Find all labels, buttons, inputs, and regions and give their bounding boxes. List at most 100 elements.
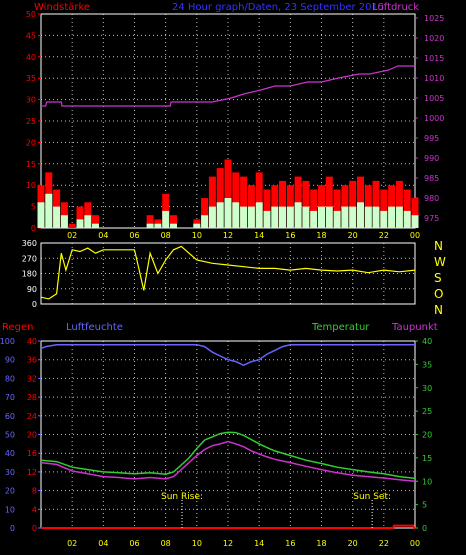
chart-title: 24 Hour graph/Daten, 23 September 2015 [172,2,384,13]
wind-avg-bar [333,210,341,228]
wind-gust-bar [240,176,248,228]
temperature-tick-label: 5 [422,501,427,510]
wind-tick-label: 50 [26,10,36,19]
climate-hour-label: 00 [410,539,420,548]
temperature-tick-label: 40 [422,337,432,346]
wind-avg-bar [240,206,248,228]
wind-gust-bar [380,189,388,228]
temperature-tick-label: 0 [422,524,427,533]
wind-avg-bar [294,202,302,228]
rain-tick-label: 4 [32,505,37,514]
wind-avg-bar [170,223,177,228]
direction-tick-label: 0 [32,300,37,309]
rain-tick-label: 24 [27,412,37,421]
wind-avg-bar [403,210,411,228]
wind-avg-bar [224,198,232,228]
wind-gust-bar [302,180,310,228]
dewpoint-axis-title: Taupunkt [391,322,438,333]
pressure-tick-label: 995 [424,134,439,143]
wind-avg-bar [76,219,84,228]
wind-avg-bar [37,202,45,228]
wind-avg-bar [193,223,201,228]
wind-avg-bar [318,206,325,228]
climate-hour-label: 02 [67,539,77,548]
wind-avg-bar [92,223,99,228]
wind-avg-bar [53,206,61,228]
wind-avg-bar [310,210,318,228]
wind-gust-bar [411,198,419,228]
wind-avg-bar [380,210,388,228]
humidity-tick-label: 80 [5,374,15,383]
rain-tick-label: 12 [27,468,37,477]
wind-tick-label: 25 [26,117,36,126]
pressure-line [41,65,415,107]
compass-letter-o: O [434,287,443,301]
rain-tick-label: 20 [27,431,37,440]
wind-avg-bar [201,215,209,228]
wind-gust-bar [325,176,333,228]
direction-tick-label: 90 [27,285,37,294]
humidity-tick-label: 0 [10,524,15,533]
pressure-tick-label: 1015 [424,54,444,63]
rain-tick-label: 0 [32,524,37,533]
wind-hour-label: 04 [98,231,108,240]
direction-tick-label: 270 [22,254,37,263]
temperature-tick-label: 30 [422,384,432,393]
wind-gust-bar [68,223,76,228]
humidity-tick-label: 60 [5,412,15,421]
direction-tick-label: 360 [22,239,37,248]
climate-hour-label: 04 [98,539,108,548]
wind-avg-bar [388,206,396,228]
compass-letter-w: W [434,255,446,269]
pressure-tick-label: 1020 [424,34,444,43]
compass-letter-n-top: N [434,239,443,253]
wind-gust-bar [84,202,92,228]
wind-tick-label: 35 [26,74,36,83]
pressure-tick-label: 975 [424,214,439,223]
sunset-label: Sun Set: [353,492,391,502]
direction-tick-label: 180 [22,270,37,279]
humidity-tick-label: 50 [5,431,15,440]
wind-gust-bar [310,189,318,228]
wind-avg-bar [286,206,294,228]
humidity-tick-label: 30 [5,468,15,477]
climate-hour-label: 20 [348,539,358,548]
series-layer [37,65,419,529]
climate-hour-label: 12 [223,539,233,548]
direction-letters: N W S O N [434,239,446,317]
temperature-tick-label: 25 [422,407,432,416]
rain-axis-title: Regen [2,322,34,333]
wind-avg-bar [364,206,372,228]
humidity-tick-label: 10 [5,505,15,514]
wind-avg-bar [263,210,271,228]
wind-tick-label: 10 [26,181,36,190]
wind-gust-bar [224,159,232,228]
wind-hour-label: 10 [192,231,202,240]
wind-avg-bar [60,215,68,228]
humidity-tick-label: 40 [5,449,15,458]
humidity-line [40,343,415,367]
wind-gust-bar [201,198,209,228]
pressure-tick-label: 980 [424,194,439,203]
wind-hour-label: 02 [67,231,77,240]
wind-avg-bar [208,206,216,228]
wind-gust-bar [92,215,99,228]
wind-hour-label: 12 [223,231,233,240]
climate-hour-label: 08 [161,539,171,548]
wind-hour-label: 22 [379,231,389,240]
rain-tick-label: 16 [27,449,37,458]
dewpoint-line [40,440,416,483]
wind-avg-bar [395,206,403,228]
pressure-axis-title: Luftdruck [372,2,419,13]
wind-avg-bar [357,202,364,228]
wind-gust-bar [349,180,357,228]
wind-avg-bar [325,206,333,228]
humidity-tick-label: 70 [5,393,15,402]
wind-hour-label: 14 [254,231,264,240]
wind-hour-label: 20 [348,231,358,240]
wind-gust-bar [279,180,286,228]
temperature-tick-label: 35 [422,360,432,369]
temperature-tick-label: 20 [422,431,432,440]
wind-gust-bar [146,215,154,228]
